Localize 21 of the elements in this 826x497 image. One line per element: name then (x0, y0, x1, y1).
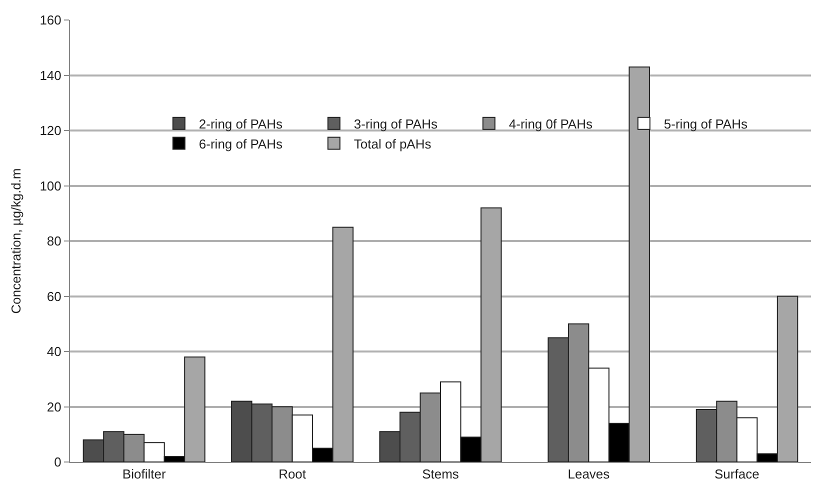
y-tick-label: 0 (54, 454, 62, 470)
x-tick-label: Root (278, 466, 306, 482)
x-tick-label: Biofilter (122, 466, 166, 482)
x-tick-label: Surface (714, 466, 760, 482)
x-tick-label: Leaves (568, 466, 610, 482)
x-tick-label: Stems (422, 466, 460, 482)
y-tick-label: 100 (40, 178, 62, 194)
legend-label: 6-ring of PAHs (198, 136, 283, 152)
y-axis-title: Concentration, µg/kg.d.m (8, 168, 24, 314)
legend-label: 3-ring of PAHs (354, 116, 438, 132)
legend-label: Total of pAHs (354, 136, 432, 152)
y-tick-label: 140 (40, 68, 62, 83)
y-tick-label: 80 (46, 234, 62, 249)
y-tick-label: 120 (40, 123, 62, 138)
y-tick-label: 60 (46, 288, 62, 304)
y-tick-label: 40 (46, 344, 62, 360)
y-tick-label: 160 (40, 12, 62, 28)
y-tick-label: 20 (46, 399, 62, 414)
legend-label: 4-ring 0f PAHs (508, 116, 593, 132)
legend-label: 2-ring of PAHs (198, 116, 283, 132)
legend-label: 5-ring of PAHs (664, 116, 748, 132)
